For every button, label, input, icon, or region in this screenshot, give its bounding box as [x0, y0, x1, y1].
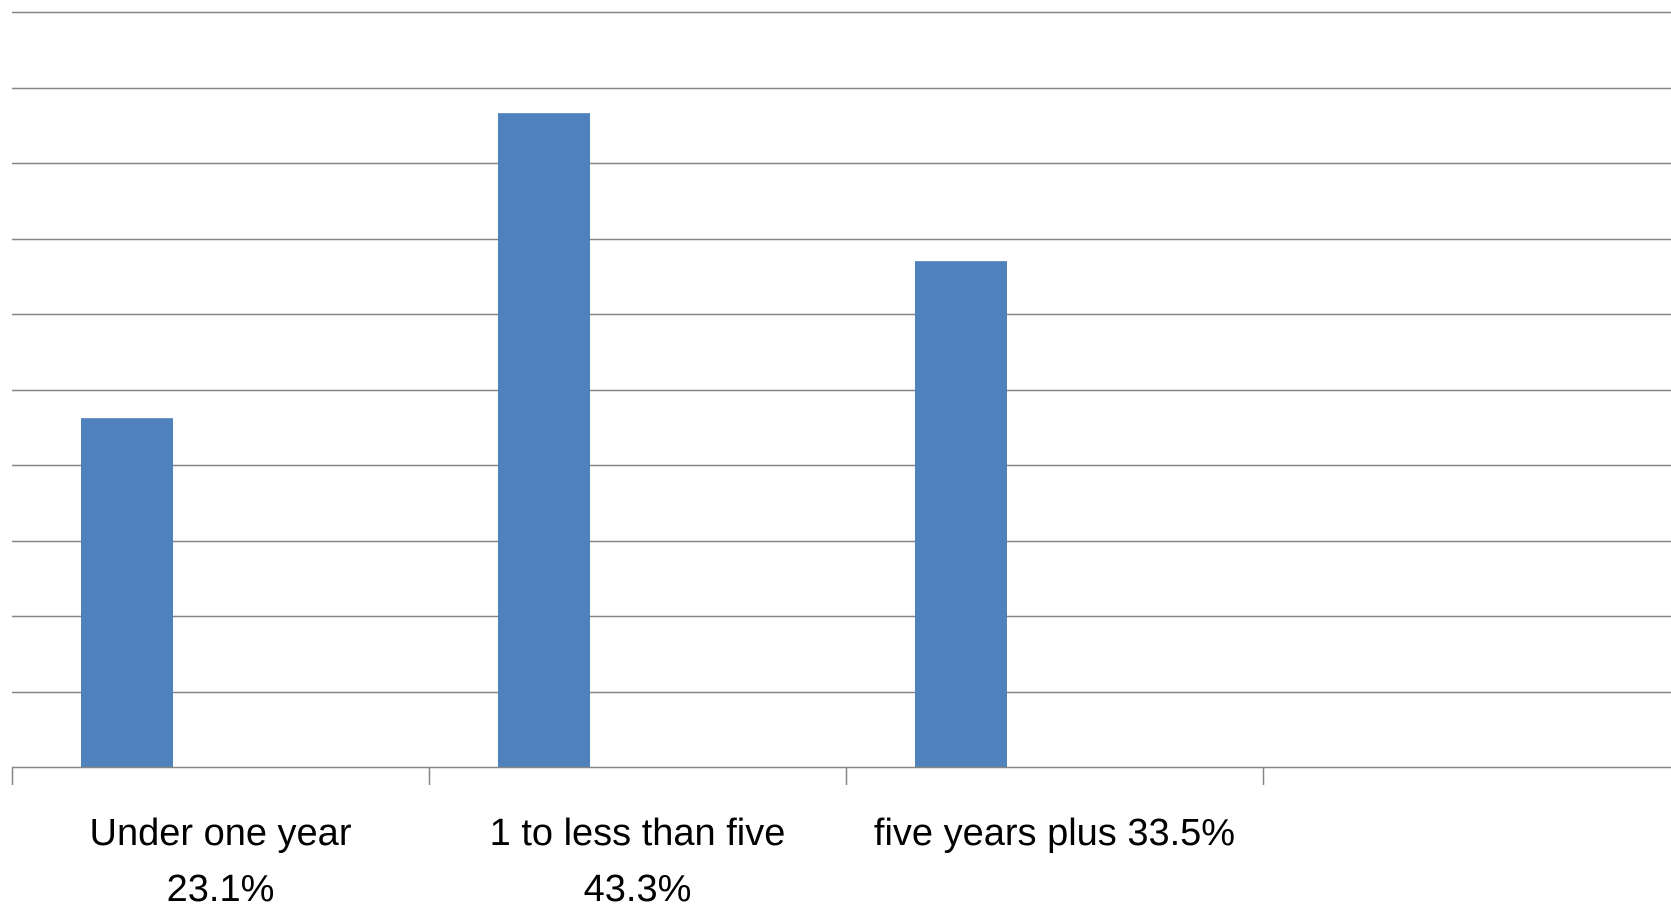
x-tick-label: 1 to less than five 43.3%: [490, 812, 786, 907]
bar: [915, 261, 1007, 767]
bar: [498, 113, 590, 768]
x-tick-label: Under one year 23.1%: [90, 812, 352, 907]
gridlines: [12, 11, 1671, 694]
x-axis: [11, 766, 1671, 785]
bars: [81, 113, 1007, 768]
bar: [81, 418, 173, 767]
x-tick-labels: Under one year 23.1% 1 to less than five 43…: [90, 812, 1236, 907]
x-tick-label: five years plus 33.5%: [874, 812, 1235, 854]
